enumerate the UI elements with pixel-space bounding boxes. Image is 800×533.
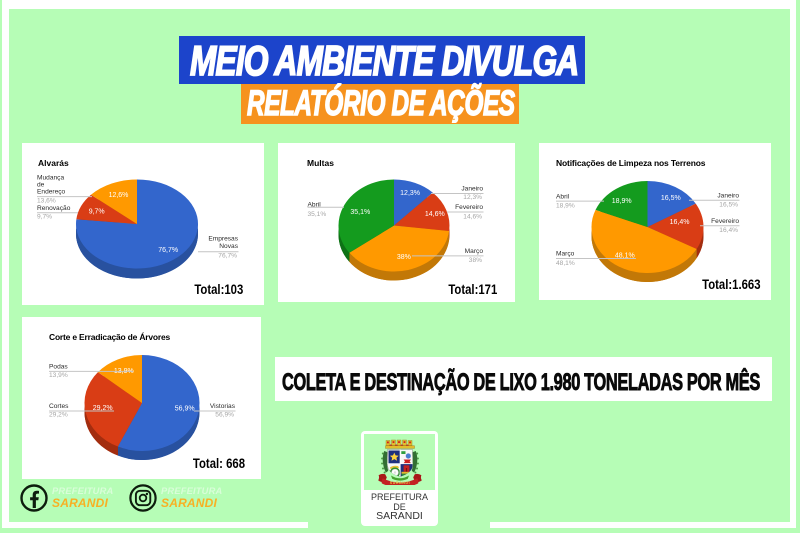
svg-text:9,7%: 9,7% [37, 213, 52, 220]
svg-text:16,4%: 16,4% [670, 219, 690, 226]
svg-text:35,1%: 35,1% [350, 209, 370, 216]
svg-text:18,9%: 18,9% [612, 198, 632, 205]
svg-text:16,4%: 16,4% [719, 227, 738, 234]
svg-text:Empresas: Empresas [208, 236, 238, 243]
svg-text:Novas: Novas [219, 243, 238, 250]
svg-text:76,7%: 76,7% [218, 253, 237, 260]
svg-text:Abril: Abril [556, 193, 570, 200]
svg-text:Fevereiro: Fevereiro [455, 204, 483, 211]
svg-text:12,6%: 12,6% [109, 192, 129, 199]
svg-text:Podas: Podas [49, 364, 68, 371]
svg-text:29,2%: 29,2% [49, 412, 68, 419]
svg-text:29,2%: 29,2% [93, 405, 113, 412]
svg-text:Março: Março [465, 248, 484, 255]
svg-text:Abril: Abril [308, 202, 322, 209]
svg-text:14,6%: 14,6% [425, 211, 445, 218]
svg-text:48,1%: 48,1% [615, 252, 635, 259]
svg-text:de: de [37, 182, 45, 189]
svg-text:38%: 38% [397, 254, 411, 261]
svg-text:Janeiro: Janeiro [717, 193, 739, 200]
svg-text:16,5%: 16,5% [719, 202, 738, 209]
svg-text:13,9%: 13,9% [49, 372, 68, 379]
svg-text:76,7%: 76,7% [158, 247, 178, 254]
svg-text:14,6%: 14,6% [463, 214, 482, 221]
svg-text:35,1%: 35,1% [308, 211, 327, 218]
svg-text:56,9%: 56,9% [215, 412, 234, 419]
svg-text:Fevereiro: Fevereiro [711, 218, 739, 225]
svg-text:12,3%: 12,3% [463, 194, 482, 201]
svg-text:48,1%: 48,1% [556, 260, 575, 267]
svg-text:12,3%: 12,3% [400, 190, 420, 197]
svg-text:Janeiro: Janeiro [461, 186, 483, 193]
svg-text:38%: 38% [469, 257, 482, 264]
svg-text:9,7%: 9,7% [89, 209, 105, 216]
svg-text:18,9%: 18,9% [556, 202, 575, 209]
svg-text:Cortes: Cortes [49, 403, 69, 410]
svg-text:Endereço: Endereço [37, 189, 66, 196]
svg-text:Mudança: Mudança [37, 175, 64, 182]
svg-text:13,6%: 13,6% [37, 198, 56, 205]
svg-text:56,9%: 56,9% [175, 405, 195, 412]
svg-text:Março: Março [556, 251, 575, 258]
svg-text:Renovação: Renovação [37, 205, 71, 212]
svg-text:SARANDI: SARANDI [390, 481, 411, 485]
svg-text:Vistorias: Vistorias [210, 403, 236, 410]
svg-text:16,5%: 16,5% [661, 195, 681, 202]
